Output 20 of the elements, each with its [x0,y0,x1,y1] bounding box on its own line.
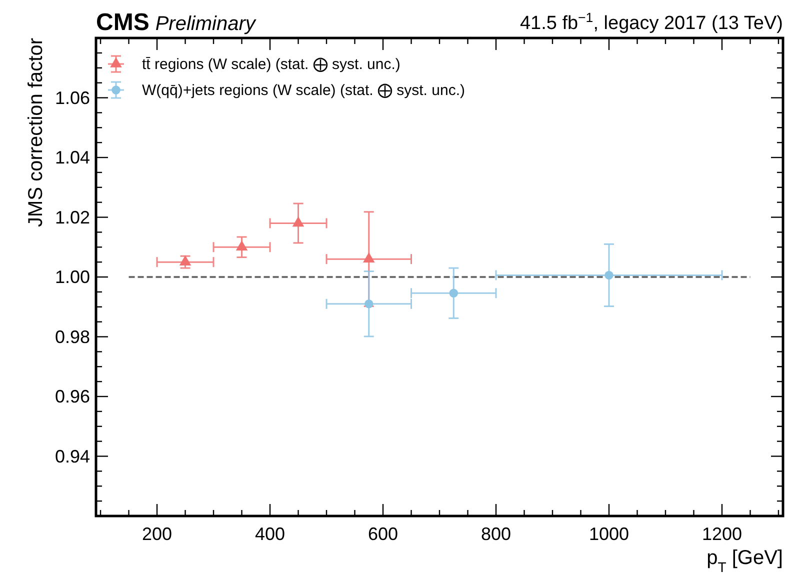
y-tick-label: 0.94 [54,446,90,466]
legend-label: tt̄ regions (W scale) (stat. ⨁ syst. unc.) [142,56,400,73]
x-tick-label: 1000 [588,524,630,544]
y-tick-label: 0.96 [54,386,90,406]
y-tick-label: 1.00 [54,267,90,287]
y-tick-label: 1.02 [54,207,90,228]
y-tick-label: 1.06 [54,88,90,108]
text: 41.5 fb$^{−1}$, legacy 2017 (13 TeV) [520,10,783,34]
x-axis-title: p$_{T}$ [GeV] [706,547,783,575]
y-tick-label: 0.98 [54,326,90,347]
y-tick-label: 1.04 [54,148,90,168]
x-tick-label: 200 [142,524,172,544]
chart-title: CMS [96,9,150,36]
x-tick-label: 1200 [702,524,742,544]
chart-subtitle: Preliminary [155,13,256,35]
x-tick-label: 800 [480,524,512,544]
legend-label: W(qq̄)+jets regions (W scale) (stat. ⨁ syst. unc.) [142,82,465,99]
y-axis-title: JMS correction factor [25,38,47,227]
x-tick-label: 400 [254,524,286,544]
x-tick-label: 600 [368,524,398,544]
